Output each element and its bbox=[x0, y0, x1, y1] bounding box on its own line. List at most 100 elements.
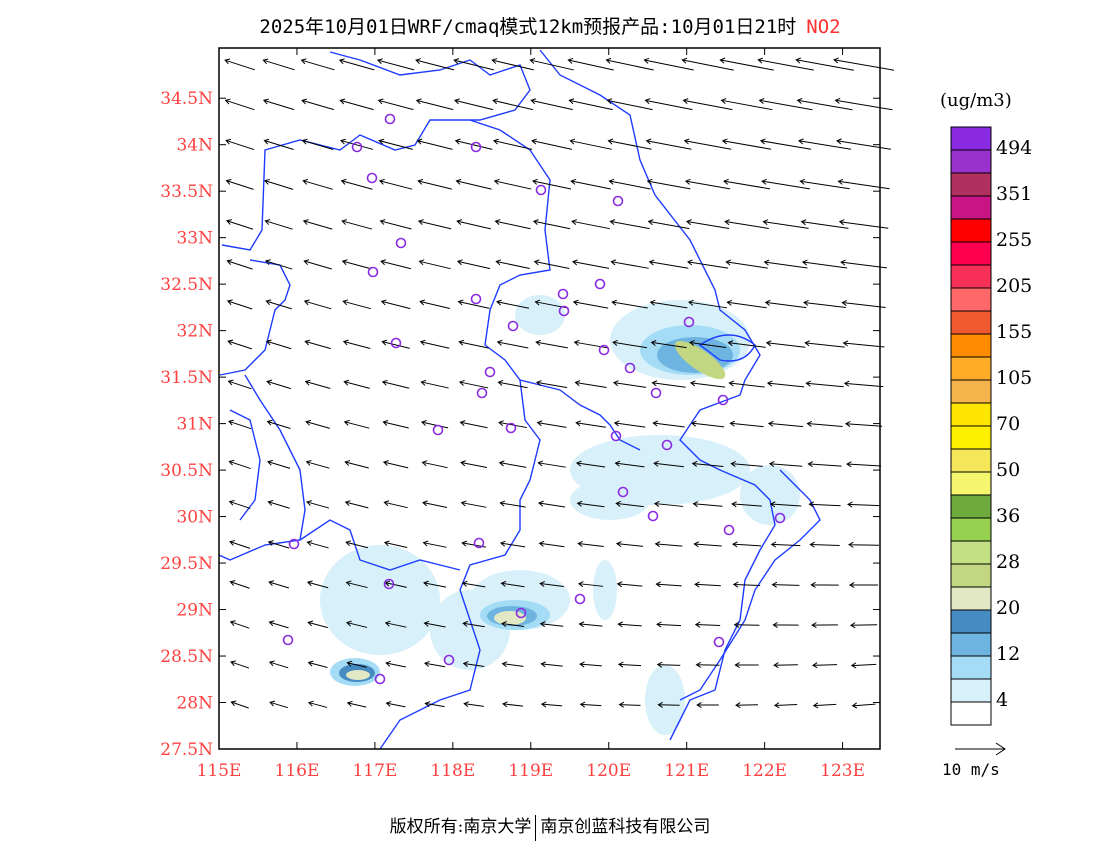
wind-arrow bbox=[841, 300, 886, 308]
wind-arrow bbox=[767, 420, 804, 428]
wind-arrow bbox=[696, 702, 719, 709]
wind-arrow bbox=[341, 219, 373, 230]
wind-arrow bbox=[807, 461, 842, 468]
wind-arrow bbox=[694, 621, 721, 628]
wind-arrow bbox=[453, 58, 494, 71]
wind-arrow bbox=[728, 380, 765, 388]
lon-label: 118E bbox=[430, 761, 475, 781]
copyright-left: 版权所有:南京大学 bbox=[389, 817, 532, 837]
boundary-line bbox=[221, 51, 531, 251]
lat-label: 34N bbox=[176, 136, 213, 156]
wind-arrow bbox=[458, 379, 489, 389]
wind-arrow bbox=[538, 540, 565, 548]
wind-arrow bbox=[457, 299, 490, 309]
wind-arrow bbox=[267, 500, 290, 509]
wind-arrow bbox=[456, 219, 491, 230]
colorbar-swatch bbox=[950, 402, 992, 427]
monitoring-station-marker bbox=[473, 537, 485, 549]
copyright-right: 南京创蓝科技有限公司 bbox=[540, 817, 711, 837]
boundary-line bbox=[218, 374, 306, 561]
wind-arrow bbox=[382, 419, 409, 429]
lon-label: 123E bbox=[820, 761, 865, 781]
wind-arrow bbox=[772, 621, 799, 628]
lat-label: 31.5N bbox=[160, 368, 213, 388]
monitoring-station-marker bbox=[650, 387, 662, 399]
wind-arrow bbox=[423, 660, 446, 668]
boundary-line bbox=[469, 119, 641, 451]
colorbar-swatch bbox=[950, 333, 992, 358]
wind-arrow bbox=[540, 701, 563, 708]
wind-arrow bbox=[501, 621, 525, 628]
wind-arrow bbox=[380, 299, 411, 310]
monitoring-station-marker bbox=[683, 316, 695, 328]
wind-arrow bbox=[577, 581, 604, 588]
wind-arrow bbox=[806, 420, 843, 427]
wind-arrow bbox=[609, 219, 650, 230]
wind-arrow bbox=[264, 259, 293, 270]
wind-arrow bbox=[617, 621, 642, 628]
wind-arrow bbox=[456, 259, 491, 270]
colorbar-swatch bbox=[950, 448, 992, 473]
monitoring-station-marker bbox=[557, 288, 569, 300]
wind-arrow bbox=[731, 501, 762, 508]
monitoring-station-marker bbox=[390, 337, 402, 349]
monitoring-station-marker bbox=[288, 538, 300, 550]
wind-arrow bbox=[381, 379, 410, 389]
wind-arrow bbox=[610, 259, 649, 269]
wind-arrow bbox=[769, 501, 802, 508]
monitoring-station-marker bbox=[774, 512, 786, 524]
wind-arrow bbox=[304, 379, 331, 389]
wind-arrow bbox=[459, 420, 488, 429]
wind-arrow bbox=[537, 460, 566, 468]
wind-arrow bbox=[612, 380, 647, 388]
wind-arrow bbox=[682, 98, 733, 111]
colorbar-swatch bbox=[950, 540, 992, 565]
wind-arrow bbox=[532, 178, 572, 190]
wind-arrow bbox=[689, 380, 726, 388]
wind-arrow bbox=[307, 620, 328, 629]
wind-arrow bbox=[690, 420, 725, 428]
colorbar-swatch bbox=[950, 287, 992, 312]
wind-arrow bbox=[761, 178, 810, 190]
wind-arrow bbox=[579, 701, 602, 708]
lon-label: 121E bbox=[664, 761, 709, 781]
wind-arrow bbox=[263, 138, 294, 150]
wind-arrow bbox=[837, 178, 890, 190]
wind-arrow bbox=[228, 459, 251, 470]
monitoring-station-marker bbox=[661, 439, 673, 451]
wind-arrow bbox=[342, 339, 371, 349]
colorbar-swatch bbox=[950, 172, 992, 197]
wind-arrow bbox=[576, 500, 605, 508]
wind-arrow bbox=[539, 621, 564, 628]
boundary-line bbox=[379, 379, 541, 750]
wind-arrow bbox=[228, 419, 252, 430]
colorbar-label: 155 bbox=[996, 321, 1033, 343]
wind-arrow bbox=[345, 580, 368, 589]
wind-arrow bbox=[729, 420, 764, 428]
boundary-line bbox=[219, 259, 291, 376]
wind-arrow bbox=[644, 98, 693, 111]
wind-arrow bbox=[420, 379, 449, 389]
wind-arrow bbox=[301, 98, 335, 111]
lon-label: 122E bbox=[742, 761, 787, 781]
wind-arrow bbox=[733, 621, 760, 628]
wind-arrow bbox=[574, 380, 607, 389]
wind-arrow bbox=[842, 340, 885, 348]
wind-arrow bbox=[501, 661, 524, 668]
wind-arrow bbox=[415, 98, 454, 111]
colorbar-label: 36 bbox=[996, 505, 1021, 527]
wind-arrow bbox=[650, 340, 687, 349]
wind-arrow bbox=[848, 582, 879, 589]
wind-arrow bbox=[613, 420, 646, 428]
wind-arrow bbox=[384, 620, 407, 628]
wind-arrow bbox=[229, 620, 250, 629]
title-text: 2025年10月01日WRF/cmaq模式12km预报产品:10月01日21时 bbox=[259, 16, 797, 38]
wind-arrow bbox=[537, 500, 566, 508]
monitoring-station-marker bbox=[470, 141, 482, 153]
wind-arrow bbox=[654, 541, 683, 548]
monitoring-station-marker bbox=[476, 387, 488, 399]
wind-arrow bbox=[614, 460, 645, 468]
wind-arrow bbox=[655, 581, 682, 588]
wind-arrow bbox=[460, 500, 487, 508]
lat-label: 33N bbox=[176, 229, 213, 249]
